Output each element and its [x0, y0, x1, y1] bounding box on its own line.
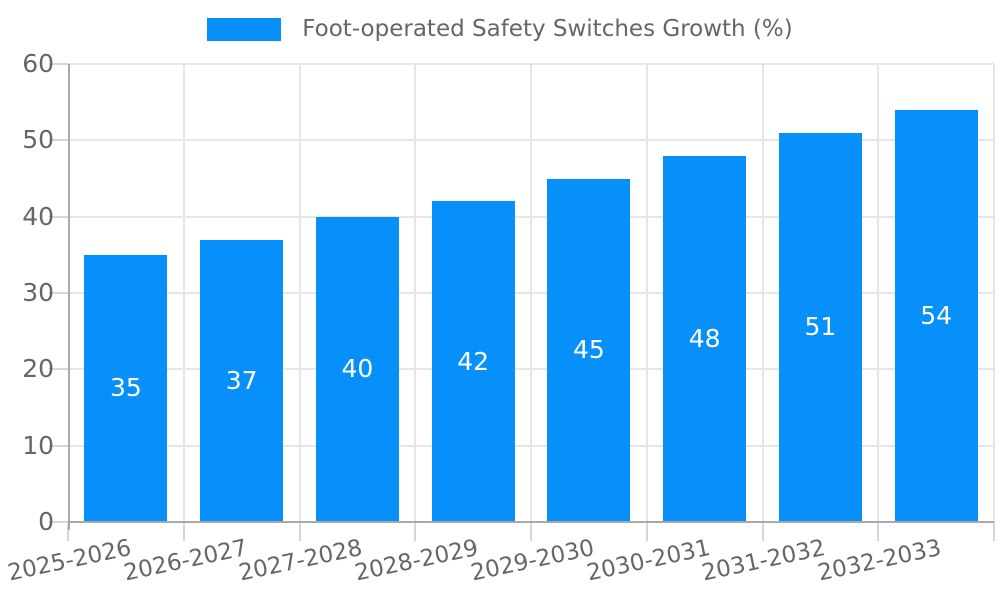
y-axis-tick-label: 0: [38, 507, 54, 536]
y-axis-tick: [49, 444, 68, 447]
bar-value-label: 51: [804, 312, 837, 342]
x-axis-tick: [182, 522, 185, 541]
y-axis-tick: [49, 215, 68, 218]
x-axis-tick: [67, 522, 69, 541]
bar-value-label: 42: [457, 346, 490, 376]
y-axis-tick-label: 20: [22, 354, 54, 384]
bar-value-label: 37: [225, 365, 258, 395]
x-axis-tick: [298, 522, 301, 541]
x-axis-tick: [761, 522, 764, 541]
bar-value-label: 54: [920, 300, 953, 330]
gridline-vertical: [182, 64, 185, 522]
y-axis-tick: [49, 292, 68, 294]
gridline-vertical: [993, 64, 995, 522]
bar-2025-2026: 35: [84, 254, 168, 522]
y-axis-tick: [49, 521, 68, 523]
y-axis-tick-label: 40: [22, 201, 54, 231]
y-axis-tick-label: 60: [22, 49, 54, 78]
x-axis-tick: [530, 522, 532, 541]
bar-2027-2028: 40: [315, 216, 399, 522]
y-axis-tick: [49, 139, 68, 142]
y-axis-tick: [49, 63, 68, 65]
x-axis-tick: [414, 522, 417, 541]
gridline-vertical: [877, 64, 880, 522]
bar-value-label: 40: [341, 354, 374, 384]
gridline-vertical: [530, 64, 532, 522]
y-axis-line: [68, 64, 70, 530]
bar-2031-2032: 51: [778, 132, 862, 522]
x-axis-tick: [877, 522, 880, 541]
y-axis-tick-label: 30: [22, 278, 54, 307]
x-axis-line: [68, 521, 994, 523]
bar-value-label: 48: [688, 323, 721, 353]
y-axis-tick-label: 50: [22, 125, 54, 155]
x-axis-tick: [993, 522, 995, 541]
bar-2030-2031: 48: [663, 155, 747, 522]
legend-label: Foot-operated Safety Switches Growth (%): [302, 16, 793, 42]
bar-2029-2030: 45: [547, 178, 631, 522]
y-axis-tick: [49, 368, 68, 371]
bar-2032-2033: 54: [894, 109, 978, 522]
bar-value-label: 35: [109, 373, 142, 403]
gridline-vertical: [298, 64, 301, 522]
x-axis-tick: [645, 522, 648, 541]
gridline-vertical: [645, 64, 648, 522]
gridline-vertical: [414, 64, 417, 522]
legend: Foot-operated Safety Switches Growth (%): [0, 16, 1000, 42]
bar-2028-2029: 42: [431, 201, 515, 522]
gridline-vertical: [761, 64, 764, 522]
bar-2026-2027: 37: [200, 239, 284, 522]
y-axis-tick-label: 10: [22, 430, 54, 460]
bar-value-label: 45: [572, 335, 605, 365]
legend-swatch: [207, 17, 282, 41]
